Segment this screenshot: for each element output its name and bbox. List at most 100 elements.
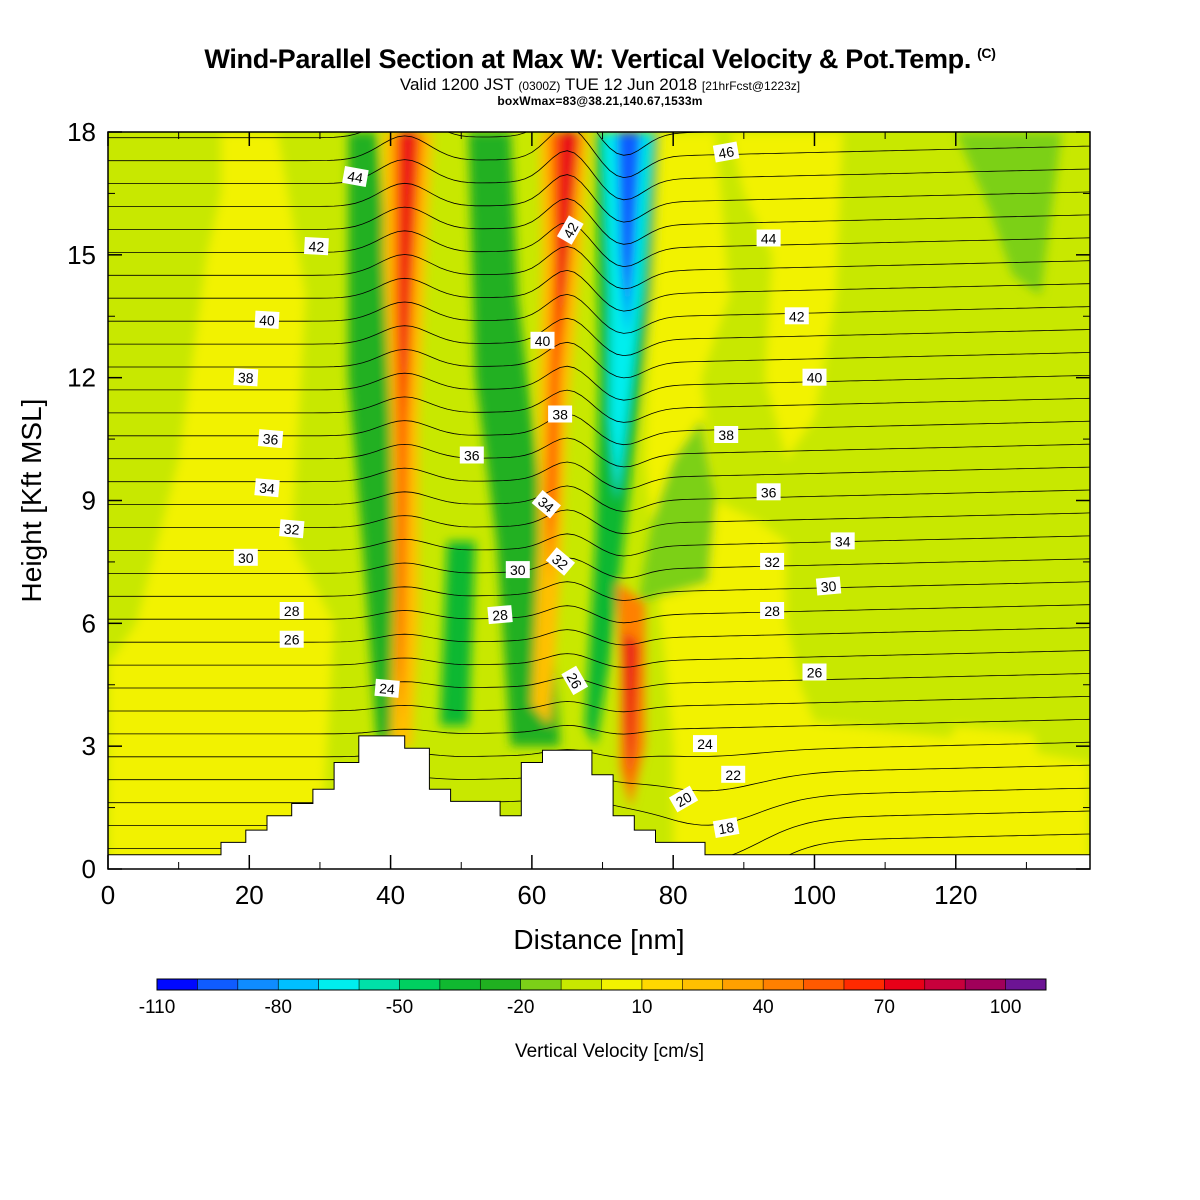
theta-label-text: 36: [464, 448, 480, 464]
theta-label-box: [545, 547, 576, 576]
theta-label: 38: [548, 405, 573, 423]
y-tick-label: 3: [82, 731, 96, 761]
colorbar-swatch: [399, 979, 441, 990]
theta-label-box: [721, 765, 746, 783]
theta-label-text: 44: [346, 168, 364, 186]
theta-label-box: [760, 602, 785, 619]
colorbar: -110 -80 -50 -20 10 40 70 100 Vertical Velocity …: [139, 978, 1047, 1062]
colorbar-tick-label: -20: [507, 997, 534, 1018]
theta-contour-line: [108, 437, 1090, 468]
colorbar-tick-label: -50: [386, 997, 413, 1018]
theta-label: 26: [561, 665, 589, 696]
theta-contour-line: [108, 132, 1090, 179]
theta-label: 32: [279, 519, 305, 539]
valid-utc: (0300Z): [518, 79, 561, 93]
theta-label-box: [714, 426, 739, 443]
theta-label-box: [374, 678, 400, 698]
theta-label-text: 42: [560, 219, 582, 241]
theta-label-box: [505, 561, 530, 579]
theta-label: 42: [556, 215, 584, 245]
updraft-area-east: [644, 132, 1090, 869]
theta-label-box: [233, 548, 258, 566]
theta-contour-line: [108, 557, 1090, 579]
theta-label-text: 26: [807, 665, 823, 681]
theta-label: 42: [303, 236, 329, 256]
y-tick-label: 15: [67, 240, 96, 270]
colorbar-swatch: [480, 979, 522, 990]
theta-label: 26: [279, 630, 304, 648]
forecast-info: [21hrFcst@1223z]: [701, 79, 801, 93]
theta-label: 38: [233, 368, 259, 387]
theta-label-text: 34: [835, 533, 851, 549]
theta-label-box: [303, 236, 329, 256]
theta-label: 28: [487, 605, 513, 625]
colorbar-swatch: [722, 979, 764, 990]
theta-label-text: 44: [761, 231, 777, 247]
theta-label-text: 36: [262, 430, 279, 447]
colorbar-label: Vertical Velocity [cm/s]: [515, 1041, 704, 1062]
theta-label: 40: [254, 310, 280, 329]
colorbar-swatch: [359, 979, 400, 990]
theta-label-text: 32: [764, 554, 780, 570]
y-tick-label: 18: [67, 117, 96, 147]
colorbar-tick-label: 10: [631, 997, 652, 1018]
theta-contour-line: [108, 581, 1090, 601]
colorbar-swatch: [803, 979, 845, 990]
theta-label-box: [548, 405, 573, 423]
theta-label-box: [815, 576, 842, 596]
x-tick-label: 0: [101, 880, 115, 910]
theta-label: 38: [714, 426, 739, 443]
theta-label: 34: [531, 489, 561, 519]
theta-label-text: 28: [764, 603, 780, 619]
colorbar-swatch: [197, 979, 239, 990]
updraft-area-far-east: [941, 725, 1041, 775]
theta-label-text: 22: [725, 767, 741, 783]
downdraft-east-band: [637, 418, 716, 603]
theta-contour-labels: 44 42 40 38 36 34 32 30 28 26 24 36 30 28 40 38 34 32 42 26…: [233, 141, 855, 839]
terrain-profile: [108, 735, 1090, 869]
colorbar-tick-label: 70: [874, 997, 895, 1018]
x-tick-label: 60: [517, 880, 546, 910]
colorbar-swatch: [843, 979, 885, 990]
theta-label-text: 30: [238, 550, 254, 566]
theta-contour-line: [108, 317, 1090, 357]
theta-contour-line: [108, 150, 1090, 201]
theta-label: 36: [257, 429, 284, 449]
theta-label: 28: [279, 602, 304, 619]
valid-prefix: Valid 1200 JST: [399, 75, 514, 94]
theta-label: 28: [760, 602, 785, 619]
theta-contour-line: [108, 627, 1090, 646]
colorbar-swatch: [561, 979, 602, 990]
updraft-west-core: [394, 132, 423, 726]
theta-contour-line: [108, 198, 1090, 245]
theta-label-box: [802, 663, 827, 681]
chart-title: Wind-Parallel Section at Max W: Vertical…: [0, 44, 1200, 75]
theta-label-text: 38: [718, 427, 734, 443]
theta-label-text: 24: [379, 680, 396, 697]
y-tick-label: 9: [82, 486, 96, 516]
x-tick-label: 20: [235, 880, 264, 910]
colorbar-swatch: [439, 979, 481, 990]
theta-label: 24: [693, 735, 717, 753]
title-text: Wind-Parallel Section at Max W: Vertical…: [204, 44, 972, 74]
theta-contour-line: [108, 741, 1090, 758]
colorbar-swatch: [318, 979, 360, 990]
theta-label-box: [556, 215, 584, 245]
theta-label-text: 42: [789, 308, 805, 324]
theta-label: 40: [802, 368, 827, 386]
colorbar-tick-label: 40: [753, 997, 774, 1018]
theta-label-text: 40: [807, 370, 823, 386]
x-tick-label: 40: [376, 880, 405, 910]
theta-label: 32: [545, 547, 576, 576]
colorbar-tick-label: 100: [990, 997, 1022, 1018]
theta-label: 46: [712, 141, 740, 163]
valid-date: TUE 12 Jun 2018: [564, 75, 698, 94]
theta-label-box: [712, 817, 740, 839]
theta-label: 34: [830, 532, 855, 550]
theta-label-text: 30: [820, 578, 837, 595]
theta-label-box: [279, 602, 304, 619]
theta-label-box: [784, 307, 809, 325]
theta-label: 30: [505, 561, 530, 579]
updraft-mid-band: [531, 132, 589, 726]
